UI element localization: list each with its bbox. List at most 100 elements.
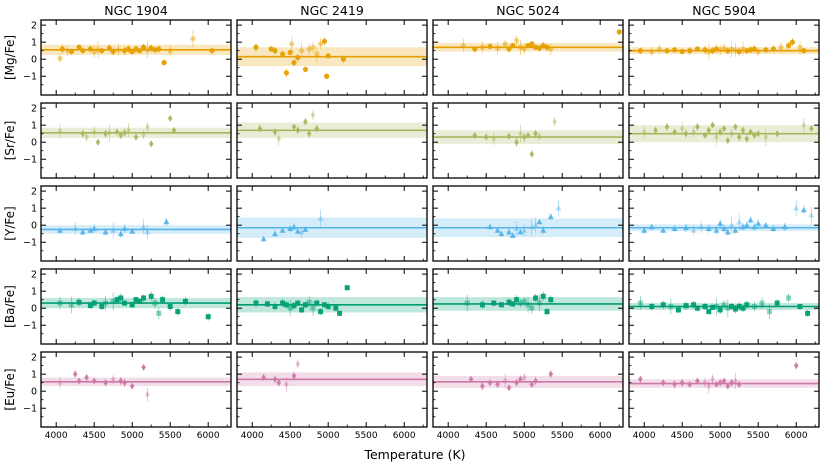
- panel-2-2-point-2: [498, 230, 505, 237]
- panel-1-0-point-15: [167, 114, 173, 122]
- panel-2-3-point-11: [724, 229, 731, 235]
- panel-4-2-point-1: [480, 382, 485, 390]
- panel-3-0-point-14: [141, 295, 147, 301]
- panel-1-1-point-2: [276, 135, 282, 143]
- panel-3-3-point-4: [675, 307, 681, 313]
- panel-1-3-point-2: [664, 123, 670, 131]
- panel-1-3-point-3: [672, 128, 677, 136]
- cluster-title-2: NGC 5024: [496, 3, 560, 18]
- panel-1-1-plot-area: [237, 109, 427, 146]
- panel-2-3-point-8: [713, 227, 720, 233]
- panel-3-3-point-5: [683, 303, 689, 309]
- panel-2-2: [432, 185, 624, 262]
- panel-3-0-point-15: [148, 293, 154, 299]
- panel-4-3-frame: [628, 351, 820, 428]
- panel-3-2-point-9: [525, 302, 531, 308]
- xtick-label-3-1: 4500: [671, 431, 694, 441]
- panel-4-2-point-7: [518, 375, 523, 383]
- panel-3-0-point-2: [76, 299, 82, 305]
- panel-4-1: 4000 4500 5000 5500 6000: [236, 351, 428, 441]
- panel-4-3-point-13: [729, 379, 734, 387]
- panel-4-3-plot-area: [629, 362, 819, 394]
- panel-1-0-point-6: [107, 129, 112, 137]
- panel-2-1-point-8: [317, 215, 324, 221]
- xtick-label-3-4: 6000: [785, 431, 808, 441]
- panel-0-3-point-26: [786, 42, 792, 49]
- panel-2-3-point-23: [793, 205, 800, 211]
- panel-1-2: [432, 102, 624, 179]
- panel-1-3-point-15: [729, 130, 734, 138]
- panel-1-3-point-19: [744, 135, 750, 143]
- panel-4-2-point-11: [548, 370, 554, 378]
- panel-1-0-point-2: [84, 133, 89, 141]
- panel-1-2-point-1: [483, 133, 489, 141]
- panel-3-0-point-12: [133, 297, 139, 303]
- panel-1-3-point-25: [801, 121, 807, 129]
- panel-0-3-point-11: [713, 46, 720, 52]
- panel-2-1-point-4: [291, 223, 297, 230]
- panel-4-1-point-1: [272, 375, 278, 383]
- ytick-label-1-2: 1: [31, 120, 37, 131]
- xtick-label-1-0: 4000: [241, 431, 264, 441]
- panel-4-3-point-8: [710, 375, 715, 383]
- panel-2-3-point-20: [762, 222, 769, 228]
- ytick-label-2-0: −1: [23, 238, 37, 249]
- panel-2-0-frame: [40, 185, 232, 262]
- panel-2-3-point-1: [648, 223, 655, 230]
- panel-0-3-point-28: [797, 44, 803, 50]
- panel-3-1-point-4: [283, 302, 289, 308]
- panel-4-1-point-3: [284, 380, 289, 388]
- panel-4-0-point-6: [110, 375, 116, 383]
- panel-1-0-point-11: [133, 133, 139, 141]
- panel-2-3-point-17: [747, 217, 754, 223]
- panel-0-1-point-2: [272, 48, 278, 54]
- panel-0-2-point-16: [544, 44, 550, 50]
- panel-1-3-point-26: [809, 125, 814, 132]
- panel-4-0: 4000 4500 5000 5500 6000 −1 0 1 2: [23, 351, 232, 441]
- panel-3-3-point-16: [732, 306, 738, 312]
- panel-4-0-point-7: [118, 377, 124, 385]
- panel-3-1-point-13: [318, 309, 324, 315]
- panel-2-0: −1 0 1 2: [23, 185, 232, 262]
- panel-1-0-point-7: [114, 128, 120, 136]
- panel-3-1-point-17: [337, 310, 343, 316]
- panel-4-1-point-0: [261, 374, 266, 381]
- ytick-label-2-1: 0: [31, 221, 37, 232]
- panel-4-2-point-9: [529, 380, 535, 388]
- xtick-label-1-4: 6000: [393, 431, 416, 441]
- panel-3-3-point-3: [668, 304, 674, 309]
- panel-2-3-point-16: [743, 222, 750, 228]
- panel-2-0-point-9: [129, 228, 136, 234]
- panel-4-0-point-11: [145, 391, 150, 399]
- panel-4-3-point-0: [638, 375, 643, 383]
- panel-2-0-point-5: [102, 229, 109, 235]
- panel-3-3-point-8: [702, 304, 708, 309]
- panel-3-3-point-25: [797, 304, 803, 309]
- panel-2-1-frame: [236, 185, 428, 262]
- panel-3-2-point-0: [464, 300, 470, 306]
- panel-3-1-point-16: [333, 305, 339, 311]
- xtick-label-2-0: 4000: [437, 431, 460, 441]
- panel-2-3-plot-area: [629, 199, 819, 236]
- panel-4-0-point-1: [72, 370, 78, 378]
- panel-3-0-point-11: [129, 302, 135, 308]
- panel-2-2-frame: [432, 185, 624, 262]
- panel-4-2-point-8: [521, 374, 527, 381]
- panel-3-3-point-10: [710, 304, 716, 310]
- panel-1-3-point-24: [774, 130, 780, 138]
- panel-0-3-point-25: [778, 44, 784, 50]
- panel-3-3-point-9: [706, 309, 712, 315]
- panel-0-2-frame: [432, 19, 624, 96]
- panel-3-3-point-23: [774, 300, 780, 306]
- panel-3-0-point-10: [122, 300, 128, 306]
- panel-4-1-plot-area: [237, 359, 427, 392]
- panel-0-3: [628, 19, 820, 96]
- cluster-title-0: NGC 1904: [104, 3, 168, 18]
- panel-4-3-point-10: [717, 379, 723, 387]
- panel-1-3-point-4: [679, 125, 685, 132]
- panel-1-3-point-14: [725, 137, 731, 144]
- panel-1-2-point-10: [537, 132, 542, 140]
- panel-3-1-point-18: [344, 285, 350, 291]
- panel-3-2-point-1: [479, 302, 485, 308]
- ytick-label-1-0: −1: [23, 155, 37, 166]
